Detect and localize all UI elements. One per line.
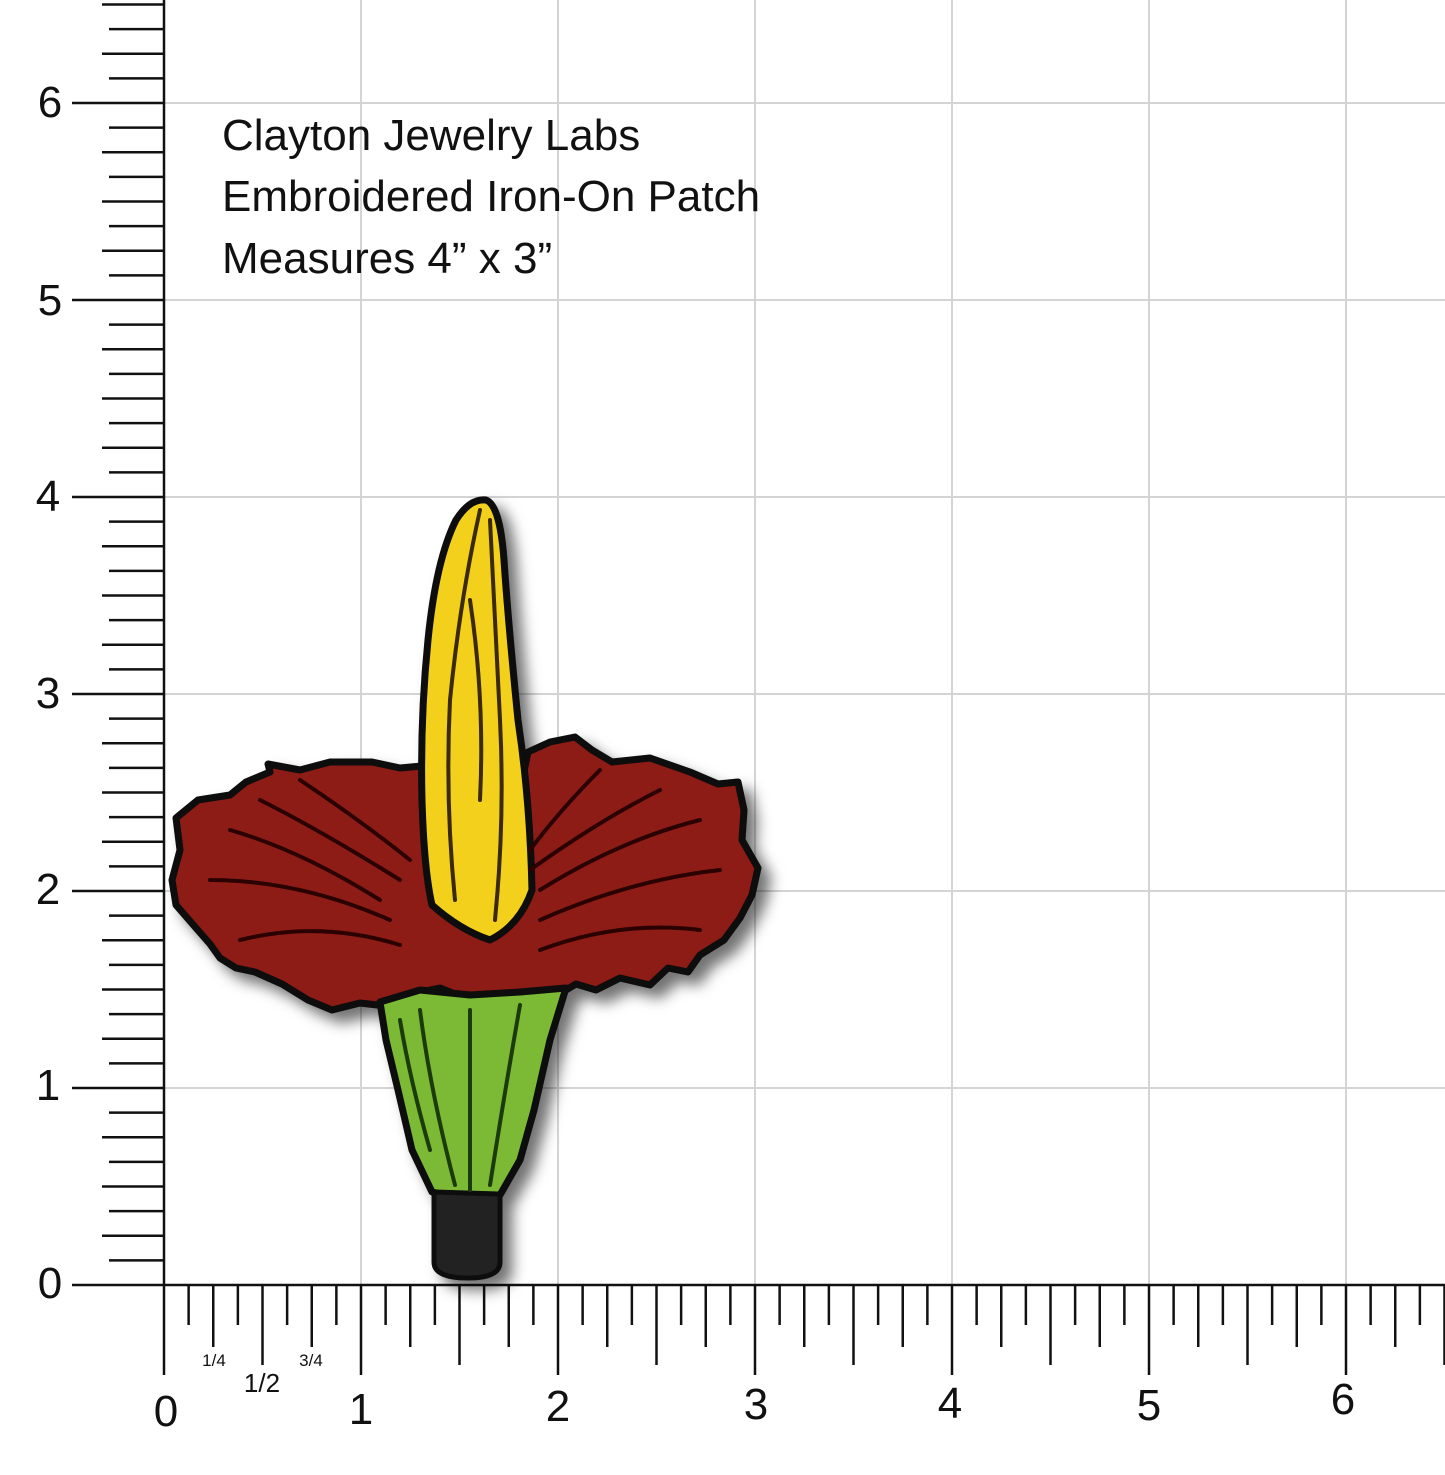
x-label-0: 0 [154,1387,178,1436]
caption-product: Embroidered Iron-On Patch [222,172,761,221]
x-label-1: 1 [349,1385,373,1434]
embroidery-details [208,508,722,1192]
y-label-0: 0 [38,1259,62,1308]
stitch-line [528,788,662,872]
stitch-line [528,768,602,852]
fraction-label-half: 1/2 [244,1368,280,1398]
stitch-line [418,1008,457,1187]
caption-size: Measures 4” x 3” [222,234,553,283]
stitch-line [208,878,392,922]
x-label-2: 2 [546,1382,570,1431]
stitch-line [538,925,702,952]
corpse-flower-patch [168,496,762,1281]
x-label-6: 6 [1331,1375,1355,1424]
y-label-6: 6 [38,78,62,127]
stitch-line [488,1003,522,1187]
ruler-axes [72,0,1445,1287]
stitch-line [258,798,402,882]
vertical-ruler-ticks [72,3,164,1262]
stitch-line [298,778,412,862]
x-label-5: 5 [1137,1381,1161,1430]
y-label-3: 3 [36,669,60,718]
stitch-line [538,818,702,892]
y-label-1: 1 [36,1061,60,1110]
green-stem [376,984,570,1204]
caption-brand: Clayton Jewelry Labs [222,111,641,160]
stitch-line [238,929,402,947]
y-label-5: 5 [38,276,62,325]
stitch-line [398,1018,432,1152]
stitch-line [228,828,382,902]
stitch-line [446,508,482,902]
fraction-label-quarter: 1/4 [202,1351,226,1370]
black-base [431,1189,503,1281]
stitch-line [538,868,722,922]
horizontal-ruler-ticks [162,1285,1445,1375]
x-label-4: 4 [938,1379,962,1428]
stitch-line [468,598,484,802]
stitch-line [488,518,504,922]
grid-lines [164,0,1445,1285]
fraction-label-three-quarter: 3/4 [299,1351,323,1370]
y-label-4: 4 [36,472,60,521]
yellow-spadix [418,496,536,944]
x-label-3: 3 [744,1380,768,1429]
y-label-2: 2 [36,865,60,914]
